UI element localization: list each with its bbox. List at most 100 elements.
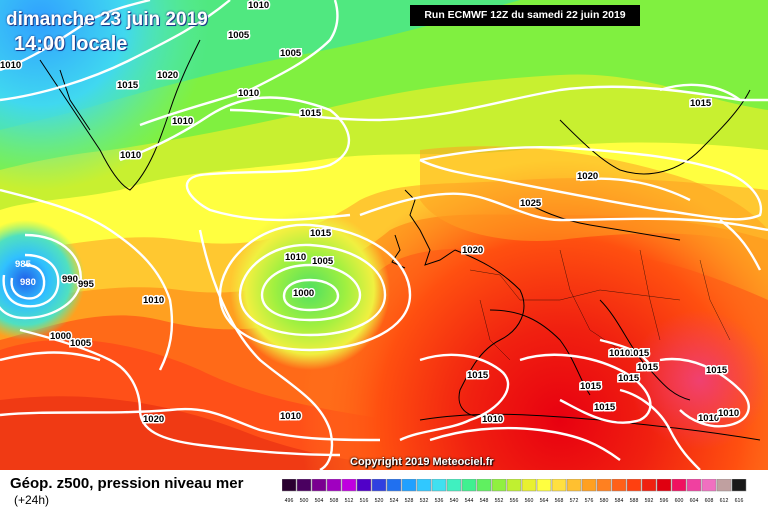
scale-swatch	[581, 479, 597, 492]
scale-swatch	[656, 479, 672, 492]
isobar-label: 1010	[698, 413, 719, 424]
scale-swatch	[686, 479, 702, 492]
scale-label: 548	[480, 498, 489, 504]
isobar-label: 985	[15, 259, 32, 270]
scale-label: 608	[705, 498, 714, 504]
scale-swatch	[446, 479, 462, 492]
scale-swatch	[401, 479, 417, 492]
scale-swatch	[431, 479, 447, 492]
scale-swatch	[671, 479, 687, 492]
isobar-label: 1010	[0, 60, 21, 71]
isobar-label: 1015	[300, 108, 322, 119]
scale-label: 496	[285, 498, 294, 504]
isobar-label: 1010	[143, 295, 164, 306]
isobar-label: 1015	[310, 228, 332, 239]
isobar-label: 1010	[120, 150, 141, 161]
isobar-label: 1020	[577, 171, 598, 182]
isobar-label: 1010	[280, 411, 301, 422]
run-info-banner: Run ECMWF 12Z du samedi 22 juin 2019	[410, 5, 640, 26]
isobar-label: 1015	[637, 362, 659, 373]
isobar-label: 1015	[690, 98, 712, 109]
isobar-label: 1010	[238, 88, 259, 99]
isobar-label: 1005	[280, 48, 302, 59]
scale-label: 612	[720, 498, 729, 504]
legend-subtitle: (+24h)	[14, 493, 50, 507]
scale-label: 512	[345, 498, 354, 504]
scale-label: 540	[450, 498, 459, 504]
isobar-label: 1015	[467, 370, 489, 381]
scale-swatch	[611, 479, 627, 492]
isobar-label: 1010	[172, 116, 193, 127]
isobar-label: 995	[78, 279, 95, 290]
scale-label: 564	[540, 498, 549, 504]
isobar-label: 1000	[293, 288, 314, 299]
scale-swatch	[371, 479, 387, 492]
isobar-label: 1005	[70, 338, 92, 349]
scale-label: 504	[315, 498, 324, 504]
forecast-date: dimanche 23 juin 2019	[6, 9, 208, 30]
isobar-labels: 1010 1005 1010 1005 1020 1015 1010 1010 …	[0, 0, 741, 427]
scale-swatch	[506, 479, 522, 492]
scale-label: 556	[510, 498, 519, 504]
scale-swatch	[341, 479, 357, 492]
scale-swatch	[461, 479, 477, 492]
scale-label: 536	[435, 498, 444, 504]
isobar-label: 1015	[618, 373, 640, 384]
isobars	[0, 0, 768, 470]
forecast-time: 14:00 locale	[14, 33, 128, 55]
scale-label: 544	[465, 498, 474, 504]
isobar-label: 1010	[482, 414, 503, 425]
scale-label: 520	[375, 498, 384, 504]
isobar-label: 1015	[706, 365, 728, 376]
scale-swatch	[356, 479, 372, 492]
scale-label: 508	[330, 498, 339, 504]
scale-label: 580	[600, 498, 609, 504]
scale-swatch	[596, 479, 612, 492]
scale-label: 524	[390, 498, 399, 504]
country-borders	[469, 249, 731, 361]
scale-label: 560	[525, 498, 534, 504]
scale-swatch	[641, 479, 657, 492]
isobar-label: 1020	[157, 70, 178, 81]
scale-swatch	[416, 479, 432, 492]
isobar-label: 1000	[50, 331, 71, 342]
isobar-label: 1015	[594, 402, 616, 413]
scale-label: 516	[360, 498, 369, 504]
isobar-label: 1010	[248, 0, 269, 11]
scale-swatch	[296, 479, 312, 492]
legend-footer: Géop. z500, pression niveau mer (+24h) 4…	[0, 470, 768, 512]
isobar-label: 1025	[520, 198, 542, 209]
scale-label: 596	[660, 498, 669, 504]
scale-swatch	[731, 479, 747, 492]
scale-swatch	[551, 479, 567, 492]
isobar-label: 1015	[117, 80, 139, 91]
isobar-label: 1010	[609, 348, 630, 359]
isobar-label: 1005	[228, 30, 250, 41]
isobar-label: 1005	[312, 256, 334, 267]
scale-label: 588	[630, 498, 639, 504]
scale-label: 616	[735, 498, 744, 504]
isobar-label: 980	[20, 277, 36, 288]
scale-label: 532	[420, 498, 429, 504]
scale-label: 576	[585, 498, 594, 504]
scale-swatch	[386, 479, 402, 492]
color-scale: 496 500 504 508 512 516 520 524 528 532 536 540 544 5…	[282, 479, 747, 504]
scale-swatch	[536, 479, 552, 492]
scale-swatch	[701, 479, 717, 492]
scale-label: 500	[300, 498, 309, 504]
isobar-label: 1010	[718, 408, 739, 419]
scale-swatch	[716, 479, 732, 492]
scale-swatch	[491, 479, 507, 492]
scale-label: 552	[495, 498, 504, 504]
copyright-text: Copyright 2019 Meteociel.fr	[350, 456, 494, 468]
legend-title: Géop. z500, pression niveau mer	[10, 475, 244, 492]
isobar-label: 1015	[628, 348, 650, 359]
scale-swatch	[326, 479, 342, 492]
scale-label: 592	[645, 498, 654, 504]
scale-swatch	[626, 479, 642, 492]
scale-label: 568	[555, 498, 564, 504]
scale-swatch	[311, 479, 327, 492]
isobar-label: 1015	[580, 381, 602, 392]
scale-swatch	[476, 479, 492, 492]
scale-swatch	[566, 479, 582, 492]
